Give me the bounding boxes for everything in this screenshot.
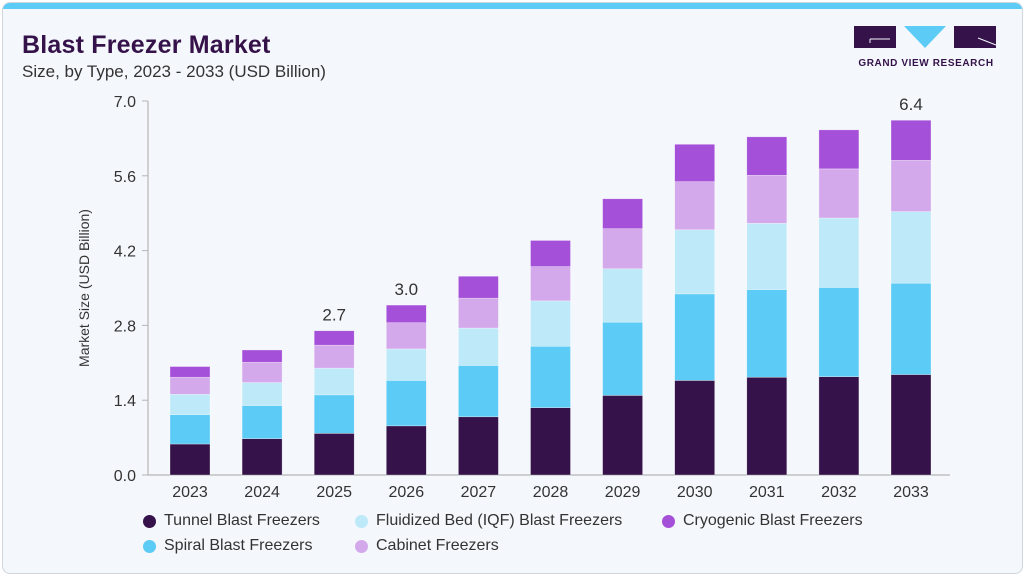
x-tick-label: 2024 <box>244 484 280 501</box>
chart-subtitle: Size, by Type, 2023 - 2033 (USD Billion) <box>22 62 326 81</box>
bar-segment-cryogenic-blast-freezers <box>169 366 211 378</box>
y-tick-label: 0.0 <box>114 468 136 485</box>
bar-segment-spiral-blast-freezers <box>169 414 211 445</box>
x-tick-label: 2023 <box>172 484 208 501</box>
bar-segment-fluidized-bed-iqf-blast-freezers <box>674 229 716 295</box>
y-tick-label: 2.8 <box>114 318 136 335</box>
bar-segment-spiral-blast-freezers <box>530 345 571 408</box>
bar-segment-spiral-blast-freezers <box>746 289 788 378</box>
bar-segment-spiral-blast-freezers <box>818 287 860 377</box>
legend-swatch <box>143 514 156 528</box>
bar-segment-tunnel-blast-freezers <box>674 380 716 476</box>
data-label: 6.4 <box>899 95 923 114</box>
bar-segment-fluidized-bed-iqf-blast-freezers <box>530 300 571 347</box>
bar-segment-cabinet-freezers <box>746 174 788 224</box>
bar-segment-tunnel-blast-freezers <box>602 395 643 476</box>
x-tick-label: 2028 <box>533 484 569 501</box>
x-tick-label: 2026 <box>389 484 425 501</box>
bar-segment-cryogenic-blast-freezers <box>530 240 571 267</box>
bar-segment-fluidized-bed-iqf-blast-freezers <box>890 211 932 284</box>
bar-segment-spiral-blast-freezers <box>241 405 283 439</box>
bar-segment-cabinet-freezers <box>818 168 860 219</box>
legend-swatch <box>143 539 156 553</box>
bar-segment-tunnel-blast-freezers <box>241 438 283 476</box>
bar-segment-cryogenic-blast-freezers <box>746 136 788 176</box>
legend-item-spiral: Spiral Blast Freezers <box>143 537 313 555</box>
top-accent-bar <box>3 3 1022 9</box>
bar-segment-fluidized-bed-iqf-blast-freezers <box>241 382 283 406</box>
legend-label: Cabinet Freezers <box>376 537 499 554</box>
bar-segment-spiral-blast-freezers <box>890 282 932 375</box>
bar-segment-cabinet-freezers <box>313 344 355 369</box>
bar-segment-cabinet-freezers <box>458 297 499 329</box>
y-tick-label: 5.6 <box>114 169 136 186</box>
x-tick-label: 2029 <box>605 484 641 501</box>
bar-segment-tunnel-blast-freezers <box>458 416 499 476</box>
bar-segment-fluidized-bed-iqf-blast-freezers <box>313 367 355 396</box>
bar-segment-fluidized-bed-iqf-blast-freezers <box>602 268 643 323</box>
data-label: 3.0 <box>394 280 418 299</box>
logo-text: GRAND VIEW RESEARCH <box>858 58 994 69</box>
data-label: 2.7 <box>322 306 346 325</box>
bar-segment-tunnel-blast-freezers <box>530 407 571 476</box>
bar-segment-cryogenic-blast-freezers <box>818 129 860 170</box>
y-tick-label: 4.2 <box>114 244 136 261</box>
legend-swatch <box>355 539 368 553</box>
grand-view-research-logo <box>854 26 997 48</box>
bar-segment-spiral-blast-freezers <box>313 394 355 434</box>
bar-segment-cryogenic-blast-freezers <box>890 119 932 161</box>
bar-segment-spiral-blast-freezers <box>458 365 499 418</box>
x-tick-label: 2032 <box>821 484 857 501</box>
bar-segment-cryogenic-blast-freezers <box>458 275 499 299</box>
y-tick-label: 1.4 <box>114 393 136 410</box>
bar-segment-cabinet-freezers <box>530 266 571 302</box>
bar-segment-spiral-blast-freezers <box>602 321 643 396</box>
bar-segment-cabinet-freezers <box>674 181 716 231</box>
bar-segment-tunnel-blast-freezers <box>890 374 932 476</box>
legend-item-cabinet: Cabinet Freezers <box>355 537 499 555</box>
bar-segment-tunnel-blast-freezers <box>818 376 860 476</box>
y-tick-label: 7.0 <box>114 94 136 111</box>
bar-segment-cryogenic-blast-freezers <box>602 198 643 229</box>
legend-label: Cryogenic Blast Freezers <box>683 512 863 529</box>
bar-segment-tunnel-blast-freezers <box>169 443 211 476</box>
chart-title: Blast Freezer Market <box>22 31 271 59</box>
y-axis-title: Market Size (USD Billion) <box>76 209 92 367</box>
bar-segment-cabinet-freezers <box>602 228 643 270</box>
x-tick-label: 2027 <box>461 484 497 501</box>
legend-swatch <box>355 514 368 528</box>
bar-segment-cryogenic-blast-freezers <box>385 304 427 324</box>
x-tick-label: 2031 <box>749 484 785 501</box>
bar-segment-spiral-blast-freezers <box>385 380 427 427</box>
bar-segment-fluidized-bed-iqf-blast-freezers <box>169 394 211 415</box>
x-tick-label: 2030 <box>677 484 713 501</box>
legend-label: Spiral Blast Freezers <box>164 537 313 554</box>
bar-segment-cabinet-freezers <box>241 361 283 383</box>
bar-segment-cryogenic-blast-freezers <box>313 330 355 346</box>
legend-swatch <box>662 514 675 528</box>
bar-segment-fluidized-bed-iqf-blast-freezers <box>385 348 427 381</box>
bar-segment-cabinet-freezers <box>169 376 211 395</box>
legend-item-cryogenic: Cryogenic Blast Freezers <box>662 512 863 530</box>
bar-segment-cabinet-freezers <box>385 322 427 350</box>
bar-segment-cryogenic-blast-freezers <box>674 143 716 182</box>
bar-segment-tunnel-blast-freezers <box>385 425 427 476</box>
bar-segment-fluidized-bed-iqf-blast-freezers <box>818 217 860 288</box>
legend-item-tunnel: Tunnel Blast Freezers <box>143 512 320 530</box>
bar-segment-cryogenic-blast-freezers <box>241 349 283 363</box>
x-tick-label: 2033 <box>893 484 929 501</box>
bar-segment-cabinet-freezers <box>890 160 932 212</box>
bar-segment-fluidized-bed-iqf-blast-freezers <box>458 327 499 366</box>
x-tick-label: 2025 <box>316 484 352 501</box>
bar-segment-tunnel-blast-freezers <box>746 376 788 476</box>
legend-item-fluidized-bed: Fluidized Bed (IQF) Blast Freezers <box>355 512 622 530</box>
bar-segment-fluidized-bed-iqf-blast-freezers <box>746 223 788 290</box>
legend-label: Tunnel Blast Freezers <box>164 512 320 529</box>
bar-segment-tunnel-blast-freezers <box>313 433 355 476</box>
legend-label: Fluidized Bed (IQF) Blast Freezers <box>376 512 623 529</box>
bar-segment-spiral-blast-freezers <box>674 293 716 381</box>
